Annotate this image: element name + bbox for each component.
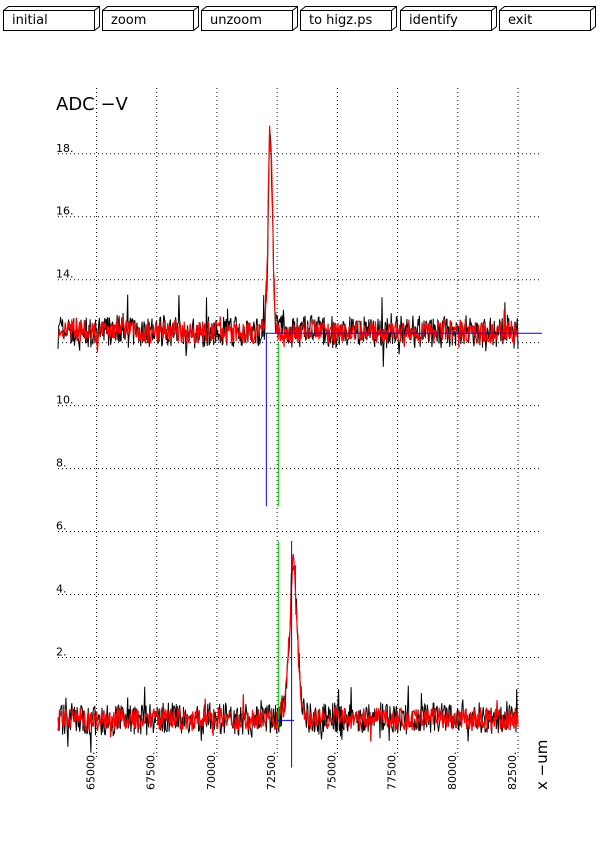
- button-label: to higz.ps: [309, 13, 373, 28]
- y-tick-label: 2.: [56, 645, 67, 658]
- zoom-button[interactable]: zoom: [102, 6, 200, 31]
- x-axis-label: x −um: [533, 740, 551, 790]
- x-tick-label: 82500.: [506, 752, 519, 791]
- exit-button[interactable]: exit: [499, 6, 597, 31]
- series-trace-1: [57, 553, 519, 742]
- y-tick-label: 14.: [56, 268, 74, 281]
- x-tick-label: 77500.: [386, 752, 399, 791]
- x-tick-label: 67500.: [145, 752, 158, 791]
- y-tick-label: 8.: [56, 457, 67, 470]
- series-trace-0: [57, 125, 519, 353]
- y-tick-label: 4.: [56, 582, 67, 595]
- y-tick-label: 18.: [56, 142, 74, 155]
- button-frame: [3, 6, 100, 31]
- button-label: exit: [508, 13, 533, 28]
- x-tick-label: 75000.: [325, 752, 338, 791]
- identify-button[interactable]: identify: [400, 6, 498, 31]
- y-tick-label: 10.: [56, 394, 74, 407]
- button-frame: [102, 6, 199, 31]
- button-frame: [499, 6, 596, 31]
- unzoom-button[interactable]: unzoom: [201, 6, 299, 31]
- x-tick-label: 72500.: [265, 752, 278, 791]
- button-label: zoom: [111, 13, 147, 28]
- button-label: identify: [409, 13, 458, 28]
- y-tick-label: 6.: [56, 520, 67, 533]
- chart-title: ADC −V: [56, 94, 129, 115]
- x-tick-label: 70000.: [205, 752, 218, 791]
- button-label: initial: [12, 13, 48, 28]
- button-frame: [201, 6, 298, 31]
- y-tick-label: 16.: [56, 205, 74, 218]
- button-frame: [300, 6, 397, 31]
- to-higz-button[interactable]: to higz.ps: [300, 6, 398, 31]
- x-tick-label: 80000.: [446, 752, 459, 791]
- button-frame: [400, 6, 497, 31]
- button-label: unzoom: [210, 13, 262, 28]
- x-tick-label: 65000.: [85, 752, 98, 791]
- initial-button[interactable]: initial: [3, 6, 101, 31]
- toolbar: initial zoom unzoom to higz.ps identify exit: [0, 0, 600, 34]
